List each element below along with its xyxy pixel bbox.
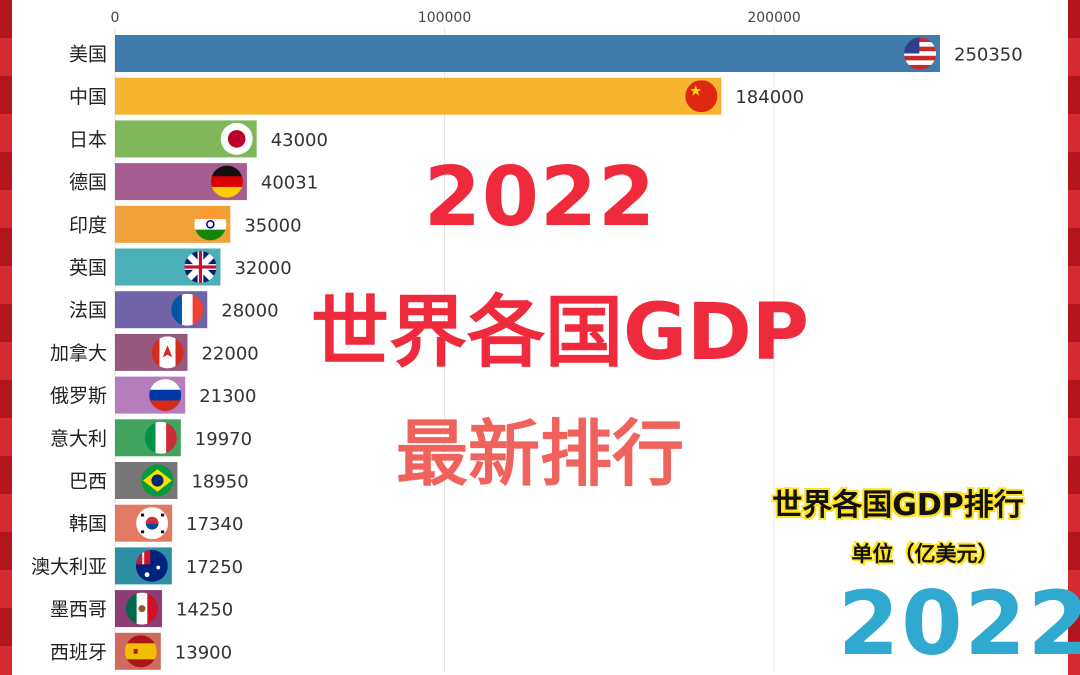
uk-flag-icon <box>184 251 217 283</box>
australia-flag-icon <box>135 549 168 582</box>
value-label: 21300 <box>199 386 256 407</box>
category-label: 俄罗斯 <box>50 385 107 407</box>
overlay-title: 世界各国GDP <box>311 288 809 378</box>
category-label: 巴西 <box>69 471 107 493</box>
value-label: 13900 <box>175 642 232 663</box>
value-label: 184000 <box>735 87 804 108</box>
korea-flag-icon <box>136 507 169 540</box>
chart-title: 世界各国GDP排行 <box>772 488 1024 523</box>
category-label: 法国 <box>69 300 107 322</box>
category-label: 西班牙 <box>50 641 107 663</box>
value-label: 17340 <box>186 514 243 535</box>
right-border-decoration <box>1068 0 1080 675</box>
bar <box>115 35 940 72</box>
italy-flag-icon <box>144 421 177 454</box>
mexico-flag-icon <box>125 592 158 625</box>
category-label: 德国 <box>69 172 107 194</box>
value-label: 19970 <box>195 429 252 450</box>
france-flag-icon <box>171 293 204 326</box>
bar <box>115 77 722 115</box>
category-label: 英国 <box>69 257 107 279</box>
brazil-flag-icon <box>141 464 174 497</box>
category-label: 墨西哥 <box>50 599 107 621</box>
year-label: 2022 <box>838 572 1080 675</box>
x-tick-label: 100000 <box>418 10 471 26</box>
category-label: 美国 <box>69 44 107 66</box>
value-label: 43000 <box>271 130 328 151</box>
category-label: 日本 <box>69 129 107 151</box>
value-label: 17250 <box>186 557 243 578</box>
x-tick-label: 200000 <box>747 10 800 26</box>
category-label: 中国 <box>69 86 107 108</box>
category-label: 意大利 <box>50 428 107 450</box>
germany-flag-icon <box>210 165 243 198</box>
value-label: 32000 <box>234 258 291 279</box>
value-label: 14250 <box>176 600 233 621</box>
category-label: 加拿大 <box>50 341 107 364</box>
china-flag-icon: ★ <box>685 80 718 113</box>
overlay-subtitle: 最新排行 <box>395 412 684 496</box>
left-border-decoration <box>0 0 12 675</box>
india-flag-icon <box>194 208 227 241</box>
value-label: 40031 <box>261 173 318 194</box>
canada-flag-icon <box>151 336 184 369</box>
value-label: 250350 <box>954 45 1023 66</box>
value-label: 28000 <box>221 301 278 322</box>
spain-flag-icon <box>124 635 157 668</box>
russia-flag-icon <box>149 379 182 412</box>
overlay-year: 2022 <box>423 150 657 245</box>
x-tick-label: 0 <box>111 10 120 26</box>
value-label: 35000 <box>244 215 301 236</box>
value-label: 18950 <box>191 472 248 493</box>
value-label: 22000 <box>201 343 258 364</box>
svg-text:★: ★ <box>689 83 702 99</box>
japan-flag-icon <box>220 122 253 155</box>
category-label: 韩国 <box>69 513 107 535</box>
unit-label: 单位（亿美元） <box>851 542 999 566</box>
category-label: 澳大利亚 <box>31 556 107 578</box>
category-label: 印度 <box>69 214 107 236</box>
